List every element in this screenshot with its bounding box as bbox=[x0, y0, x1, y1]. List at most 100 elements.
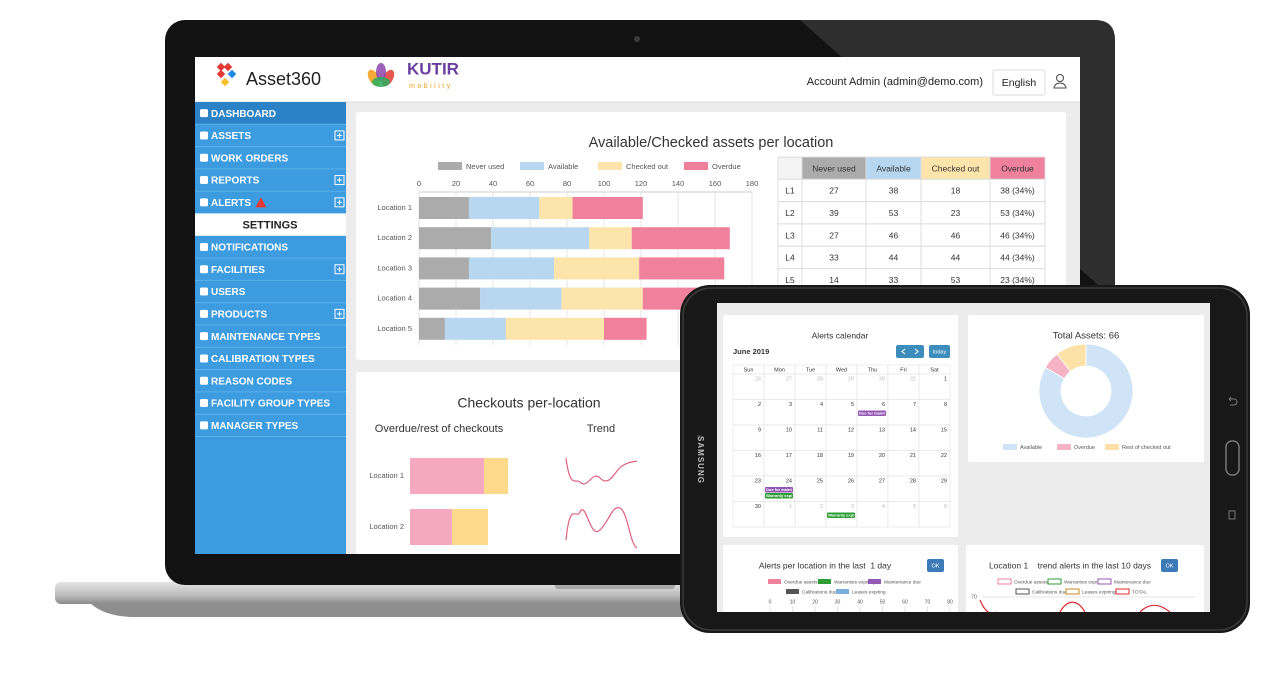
bar-segment bbox=[561, 287, 643, 310]
back-button[interactable] bbox=[1228, 396, 1238, 406]
expand-icon[interactable] bbox=[334, 308, 345, 319]
chart-subtitle: Trend bbox=[587, 423, 615, 435]
user-icon[interactable] bbox=[1053, 82, 1067, 89]
bar-segment bbox=[539, 197, 573, 219]
sidebar-item[interactable]: USERS bbox=[211, 287, 246, 298]
day-number: 3 bbox=[851, 504, 854, 510]
table-cell-text: L3 bbox=[785, 230, 795, 240]
legend-swatch bbox=[1003, 444, 1017, 450]
language-label[interactable]: English bbox=[1002, 77, 1037, 89]
day-number: 17 bbox=[786, 453, 792, 459]
day-number: 2 bbox=[820, 504, 823, 510]
bar-segment bbox=[505, 317, 604, 340]
expand-icon-plus bbox=[337, 132, 342, 138]
day-cell bbox=[856, 475, 889, 502]
language-select[interactable] bbox=[992, 69, 1046, 96]
legend-label: Maintenance due bbox=[884, 579, 921, 585]
trend-line bbox=[565, 507, 638, 549]
chart-subtitle: Overdue/rest of checkouts bbox=[375, 423, 504, 435]
bar-segment bbox=[419, 227, 492, 250]
day-cell bbox=[918, 373, 951, 400]
day-cell bbox=[763, 450, 796, 477]
bar-segment bbox=[554, 257, 640, 280]
sidebar-item[interactable]: PRODUCTS bbox=[211, 309, 267, 320]
day-number: 12 bbox=[848, 427, 854, 433]
logo-square bbox=[216, 69, 226, 79]
bar-segment bbox=[491, 227, 590, 250]
legend-label: Checked out bbox=[626, 162, 669, 171]
sidebar-item[interactable]: MAINTENANCE TYPES bbox=[211, 332, 321, 343]
x-tick-label: 60 bbox=[902, 599, 908, 605]
expand-icon[interactable] bbox=[334, 175, 345, 186]
table-cell-text: L5 bbox=[785, 275, 795, 285]
day-cell bbox=[887, 424, 920, 451]
sidebar-item[interactable]: FACILITIES bbox=[211, 265, 265, 276]
event bbox=[765, 487, 793, 493]
x-tick-label: 140 bbox=[672, 179, 685, 188]
expand-icon[interactable] bbox=[334, 264, 345, 275]
x-tick-label: 20 bbox=[452, 179, 460, 188]
sidebar-icon bbox=[200, 376, 208, 385]
y-tick-label: 70 bbox=[971, 594, 977, 600]
bar-segment bbox=[452, 509, 488, 545]
recent-button[interactable] bbox=[1228, 510, 1236, 520]
legend-swatch bbox=[1047, 578, 1062, 585]
table-cell-text: 53 (34%) bbox=[1000, 208, 1035, 218]
event bbox=[827, 512, 855, 518]
event-label[interactable]: Due for maint bbox=[766, 487, 792, 492]
day-number: 21 bbox=[910, 453, 916, 459]
day-number: 1 bbox=[789, 504, 792, 510]
ok-label[interactable]: OK bbox=[1166, 563, 1174, 569]
sidebar-item[interactable]: MANAGER TYPES bbox=[211, 421, 299, 432]
event-label[interactable]: Warranty expi bbox=[828, 513, 854, 518]
ok-label[interactable]: OK bbox=[932, 563, 940, 569]
sidebar-item[interactable]: ALERTS bbox=[211, 198, 251, 209]
table-cell-text: 27 bbox=[829, 230, 839, 240]
x-tick-label: 0 bbox=[769, 599, 772, 605]
ok-button[interactable] bbox=[927, 559, 944, 572]
day-cell bbox=[918, 424, 951, 451]
sidebar-icon bbox=[200, 242, 208, 251]
day-number: 9 bbox=[758, 427, 761, 433]
event-label[interactable]: Warranty expi bbox=[766, 493, 792, 498]
day-cell bbox=[856, 501, 889, 528]
sidebar-icon bbox=[200, 332, 208, 341]
sidebar-icon bbox=[200, 109, 208, 118]
ok-button[interactable] bbox=[1161, 559, 1178, 572]
day-number: 1 bbox=[944, 376, 947, 382]
sidebar-item[interactable]: ASSETS bbox=[211, 131, 251, 142]
event-label[interactable]: Due for maint bbox=[859, 411, 885, 416]
home-button[interactable] bbox=[1225, 440, 1240, 476]
nav-button[interactable] bbox=[896, 345, 924, 358]
day-number: 30 bbox=[755, 504, 761, 510]
today-button[interactable] bbox=[929, 345, 950, 358]
legend-label: Never used bbox=[466, 162, 504, 171]
table-corner bbox=[777, 156, 803, 180]
legend-swatch bbox=[818, 579, 831, 584]
sidebar-icon bbox=[200, 309, 208, 318]
sidebar-item[interactable]: REASON CODES bbox=[211, 376, 292, 387]
day-cell bbox=[794, 450, 827, 477]
sidebar-item[interactable]: FACILITY GROUP TYPES bbox=[211, 399, 330, 410]
x-tick-label: 60 bbox=[526, 179, 534, 188]
sidebar-item[interactable]: WORK ORDERS bbox=[211, 153, 289, 164]
weekday: Wed bbox=[836, 367, 847, 373]
chart-title: Checkouts per-location bbox=[457, 395, 600, 411]
legend-label: Maintenance due bbox=[1114, 579, 1151, 585]
user-icon[interactable] bbox=[1056, 74, 1064, 82]
legend-label: Available bbox=[548, 162, 578, 171]
legend-label: Leases expiring bbox=[852, 589, 886, 595]
legend-label: Overdue bbox=[712, 162, 741, 171]
legend-swatch bbox=[1097, 578, 1112, 585]
table-cell-text: 44 bbox=[889, 253, 899, 263]
expand-icon[interactable] bbox=[334, 130, 345, 141]
sidebar-item[interactable]: CALIBRATION TYPES bbox=[211, 354, 315, 365]
expand-icon[interactable] bbox=[334, 197, 345, 208]
sidebar-item[interactable]: DASHBOARD bbox=[211, 109, 276, 120]
sidebar-item[interactable]: REPORTS bbox=[211, 176, 260, 187]
sidebar-item[interactable]: NOTIFICATIONS bbox=[211, 243, 288, 254]
day-cell bbox=[825, 450, 858, 477]
today-label[interactable]: today bbox=[933, 349, 947, 355]
